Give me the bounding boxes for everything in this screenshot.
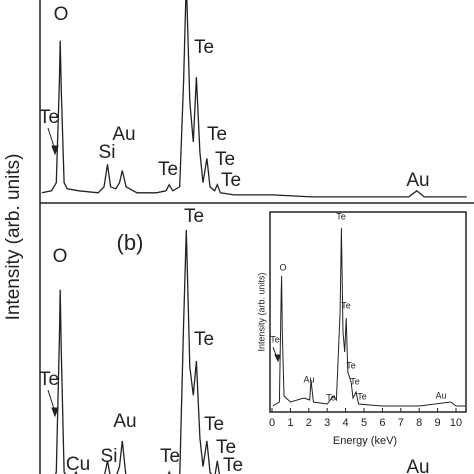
peak-label: Te (341, 300, 351, 310)
peak-label: Te (346, 360, 356, 370)
peak-label: Te (270, 334, 280, 344)
peak-label: Te (216, 437, 236, 458)
peak-label: Au (406, 170, 429, 191)
peak-label: Te (350, 376, 360, 386)
y-axis-label: Intensity (arb. units) (3, 154, 24, 321)
peak-label: Si (101, 446, 118, 467)
arrows (47, 127, 281, 418)
x-tick-label: 10 (450, 417, 462, 429)
peak-label: Te (221, 170, 241, 191)
panel-label: (b) (117, 230, 144, 255)
peak-label: Te (223, 455, 243, 474)
peak-label: Te (194, 37, 214, 58)
peak-label: Te (336, 211, 346, 221)
x-tick-label: 5 (361, 417, 367, 429)
peak-label: Au (112, 124, 135, 145)
peak-label: Te (215, 149, 235, 170)
x-tick-label: 2 (306, 417, 312, 429)
x-tick-label: 3 (324, 417, 330, 429)
peak-label: O (279, 262, 286, 272)
inset-frame (269, 211, 467, 413)
peak-label: Te (158, 159, 178, 180)
x-tick-label: 8 (416, 417, 422, 429)
peak-label: Te (194, 329, 214, 350)
x-tick-label: 6 (379, 417, 385, 429)
x-tick-label: 7 (398, 417, 404, 429)
peak-label: Si (99, 142, 116, 163)
peak-label: Te (326, 392, 336, 402)
peak-label: O (54, 4, 69, 25)
spectrum-line (41, 0, 467, 198)
frame (39, 0, 474, 474)
peak-label: Cu (66, 454, 90, 474)
x-tick-label: 9 (435, 417, 441, 429)
x-tick-label: 0 (269, 417, 275, 429)
inset-x-label: Energy (keV) (333, 435, 397, 447)
peak-label: Te (39, 107, 59, 128)
peak-label: Te (184, 206, 204, 227)
peak-label: Au (435, 390, 446, 400)
peak-label: Au (406, 457, 429, 474)
peak-label: Te (207, 124, 227, 145)
peak-label: Au (113, 411, 136, 432)
peak-label: O (53, 246, 68, 267)
spectrum-line (272, 227, 466, 407)
peak-label: Te (204, 414, 224, 435)
peak-label: Te (160, 446, 180, 467)
x-tick-label: 1 (287, 417, 293, 429)
inset-y-label: Intensity (arb. units) (256, 272, 266, 351)
peak-label: Te (39, 369, 59, 390)
x-tick-label: 4 (343, 417, 349, 429)
peak-label: Te (357, 391, 367, 401)
peak-label: Au (303, 374, 314, 384)
